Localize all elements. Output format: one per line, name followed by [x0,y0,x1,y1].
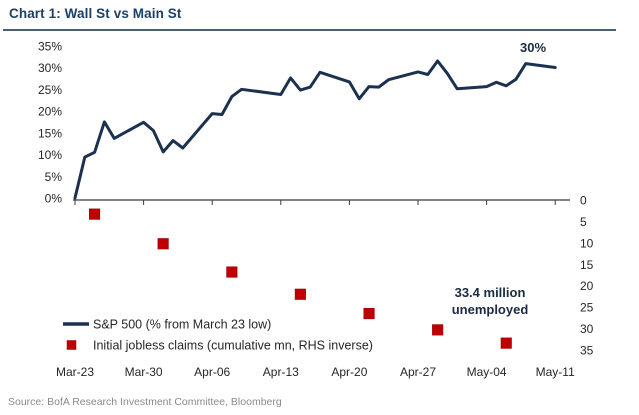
claims-point [89,208,101,220]
right-axis-label: 35 [580,344,594,358]
unemployed-annotation-line2: unemployed [452,302,529,317]
source-note: Source: BofA Research Investment Committ… [8,396,282,408]
left-axis-label: 30% [38,61,62,75]
x-axis-label: Apr-06 [194,365,230,379]
x-axis-label: Mar-23 [56,365,94,379]
right-axis-label: 25 [580,301,594,315]
left-axis-label: 15% [38,126,62,140]
right-axis-label: 10 [580,236,594,250]
claims-point [363,307,375,320]
claims-point [294,288,306,300]
claims-point [157,238,169,250]
x-axis-label: May-11 [536,365,575,379]
claims-point [500,337,512,349]
right-axis-label: 5 [580,215,587,229]
x-axis-label: May-04 [467,365,507,379]
right-axis-label: 20 [580,279,594,293]
unemployed-annotation-line1: 33.4 million [455,285,526,300]
legend-sp500-label: S&P 500 (% from March 23 low) [93,318,271,332]
left-axis-label: 25% [38,83,62,97]
x-axis-label: Mar-30 [125,365,163,379]
x-axis-label: Apr-13 [263,365,299,379]
legend-square-swatch [66,340,77,350]
left-axis-label: 10% [38,148,62,162]
left-axis-label: 35% [38,39,62,53]
legend-claims-label: Initial jobless claims (cumulative mn, R… [93,339,373,353]
x-axis-label: Apr-27 [400,365,436,379]
chart-title: Chart 1: Wall St vs Main St [9,6,182,21]
chart-header: Chart 1: Wall St vs Main St [3,2,616,31]
left-axis-label: 0% [45,192,63,206]
sp500-line [73,59,557,200]
plot-area: Mar-23 Mar-30 Apr-06 Apr-13 Apr-20 Apr-27 May-… [38,39,594,379]
right-axis-label: 30 [580,322,594,336]
legend: S&P 500 (% from March 23 low) Initial jo… [63,318,373,353]
right-axis-label: 15 [580,258,594,272]
line-end-value-label: 30% [520,40,546,55]
left-axis-label: 5% [45,170,63,184]
left-axis-label: 20% [38,105,62,119]
right-axis-label: 0 [580,194,587,208]
claims-point [432,324,444,336]
x-axis-label: Apr-20 [331,365,367,379]
claims-point [226,266,238,278]
